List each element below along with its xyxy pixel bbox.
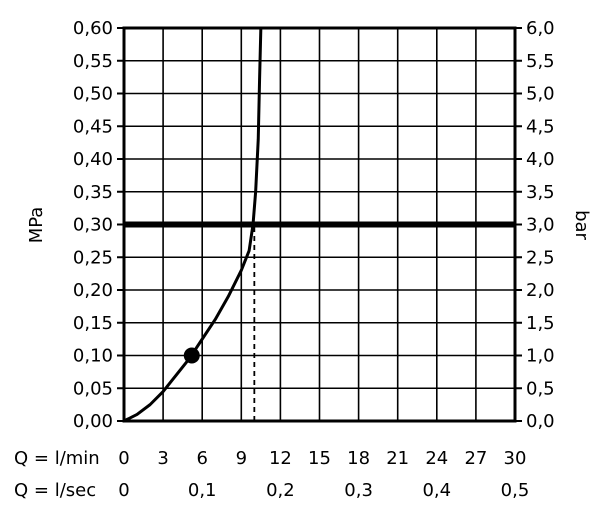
x-secondary-tick-label: 0,1	[188, 480, 217, 501]
x-primary-tick-label: 27	[464, 448, 487, 469]
y-right-tick-label: 5,5	[526, 51, 555, 72]
x-primary-tick-label: 0	[118, 448, 129, 469]
x-primary-tick-label: 30	[504, 448, 527, 469]
x-primary-tick-label: 18	[347, 448, 370, 469]
series-line	[122, 26, 263, 423]
x-axis-secondary-label: Q = l/sec	[14, 480, 96, 501]
y-left-tick-label: 0,20	[73, 280, 113, 301]
y-left-tick-label: 0,50	[73, 84, 113, 105]
y-left-tick-label: 0,00	[73, 411, 113, 432]
x-secondary-tick-label: 0,2	[266, 480, 295, 501]
reference-lines	[124, 221, 515, 421]
x-secondary-tick-label: 0	[118, 480, 129, 501]
y-left-tick-label: 0,35	[73, 182, 113, 203]
x-primary-tick-label: 15	[308, 448, 331, 469]
y-right-tick-label: 3,0	[526, 215, 555, 236]
x-primary-tick-label: 24	[425, 448, 448, 469]
x-primary-tick-label: 6	[196, 448, 207, 469]
series	[122, 26, 263, 423]
y-axis-left-label: MPa	[26, 207, 47, 244]
y-right-tick-label: 4,5	[526, 116, 555, 137]
y-left-tick-label: 0,25	[73, 247, 113, 268]
y-right-tick-label: 2,5	[526, 247, 555, 268]
y-right-tick-label: 0,5	[526, 378, 555, 399]
y-right-tick-label: 2,0	[526, 280, 555, 301]
x-primary-tick-label: 12	[269, 448, 292, 469]
y-right-tick-label: 0,0	[526, 411, 555, 432]
x-primary-tick-label: 3	[157, 448, 168, 469]
y-right-tick-label: 1,0	[526, 346, 555, 367]
y-left-tick-label: 0,45	[73, 116, 113, 137]
y-left-tick-label: 0,60	[73, 18, 113, 39]
x-secondary-tick-label: 0,3	[344, 480, 373, 501]
y-right-tick-label: 6,0	[526, 18, 555, 39]
data-point-marker	[183, 347, 200, 364]
y-left-tick-label: 0,55	[73, 51, 113, 72]
y-left-tick-label: 0,15	[73, 313, 113, 334]
y-left-tick-label: 0,05	[73, 378, 113, 399]
x-secondary-tick-label: 0,4	[422, 480, 451, 501]
y-axis-right-label: bar	[571, 210, 592, 240]
x-primary-tick-label: 9	[236, 448, 247, 469]
x-primary-tick-label: 21	[386, 448, 409, 469]
y-left-tick-label: 0,30	[73, 215, 113, 236]
y-left-tick-label: 0,10	[73, 346, 113, 367]
y-right-tick-label: 3,5	[526, 182, 555, 203]
x-axis-primary-label: Q = l/min	[14, 448, 100, 469]
x-secondary-tick-label: 0,5	[501, 480, 530, 501]
y-left-tick-label: 0,40	[73, 149, 113, 170]
y-right-tick-label: 4,0	[526, 149, 555, 170]
y-right-tick-label: 1,5	[526, 313, 555, 334]
tick-labels: 0,000,050,100,150,200,250,300,350,400,45…	[73, 18, 555, 501]
y-right-tick-label: 5,0	[526, 84, 555, 105]
plot-frame	[117, 26, 522, 423]
